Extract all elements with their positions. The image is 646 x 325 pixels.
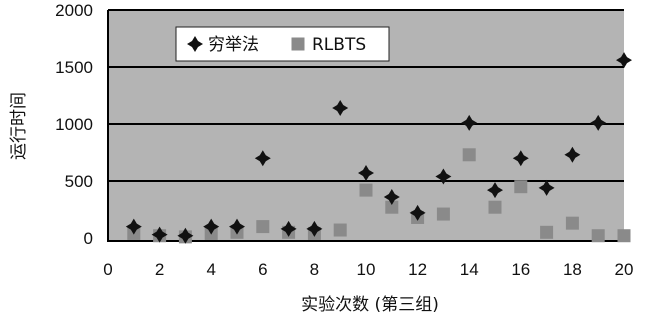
exhaustive-point [280,220,297,237]
exhaustive-point [564,146,581,163]
rlbts-point [333,223,347,237]
exhaustive-point [616,52,632,69]
x-tick-labels: 0 2 4 6 8 10 12 14 16 18 20 [103,260,633,279]
y-tick-labels: 0 500 1000 1500 2000 [55,1,93,248]
exhaustive-point [512,150,529,167]
rlbts-point [565,216,579,230]
legend-marker-exhaustive [187,36,203,52]
grid-lines [108,9,624,182]
y-tick-label: 1000 [55,115,93,134]
legend-label-exhaustive: 穷举法 [208,35,259,55]
exhaustive-point [461,114,478,131]
y-tick-label: 2000 [55,1,93,20]
y-tick-label: 1500 [55,58,93,77]
exhaustive-point [125,218,142,235]
exhaustive-point [229,218,245,235]
exhaustive-point [306,220,323,237]
exhaustive-point [358,165,374,182]
exhaustive-point [151,226,168,243]
x-tick-label: 20 [615,260,634,279]
x-tick-label: 12 [408,260,427,279]
exhaustive-point [435,168,452,185]
x-tick-label: 4 [206,260,215,279]
rlbts-point [462,148,476,162]
exhaustive-point [177,227,194,244]
y-tick-label: 0 [84,229,93,248]
rlbts-point [540,225,554,239]
rlbts-point [514,180,528,194]
x-tick-label: 0 [103,260,112,279]
y-axis-title: 运行时间 [9,92,29,160]
rlbts-point [617,229,631,243]
rlbts-point [436,207,450,221]
x-tick-label: 2 [155,260,164,279]
exhaustive-point [332,100,349,117]
y-tick-label: 500 [65,172,93,191]
x-tick-label: 8 [310,260,319,279]
data-points [125,52,632,244]
x-tick-label: 18 [563,260,582,279]
axes [107,10,624,242]
legend-marker-rlbts [291,37,305,51]
rlbts-point [591,229,605,243]
rlbts-point [256,220,270,234]
rlbts-point [488,200,502,214]
exhaustive-point [487,182,503,199]
exhaustive-point [383,188,400,205]
exhaustive-point [254,150,271,167]
exhaustive-point [538,179,555,196]
x-tick-label: 14 [460,260,479,279]
x-tick-label: 16 [511,260,530,279]
legend-label-rlbts: RLBTS [312,35,366,55]
exhaustive-point [590,114,607,131]
exhaustive-point [409,204,426,221]
x-axis-title: 实验次数 (第三组) [301,295,439,315]
legend: 穷举法 RLBTS [175,26,390,62]
legend-box [175,26,390,62]
rlbts-point [359,183,373,197]
exhaustive-point [203,218,220,235]
rlbts-point [385,200,399,214]
x-tick-label: 6 [258,260,267,279]
x-tick-label: 10 [357,260,376,279]
